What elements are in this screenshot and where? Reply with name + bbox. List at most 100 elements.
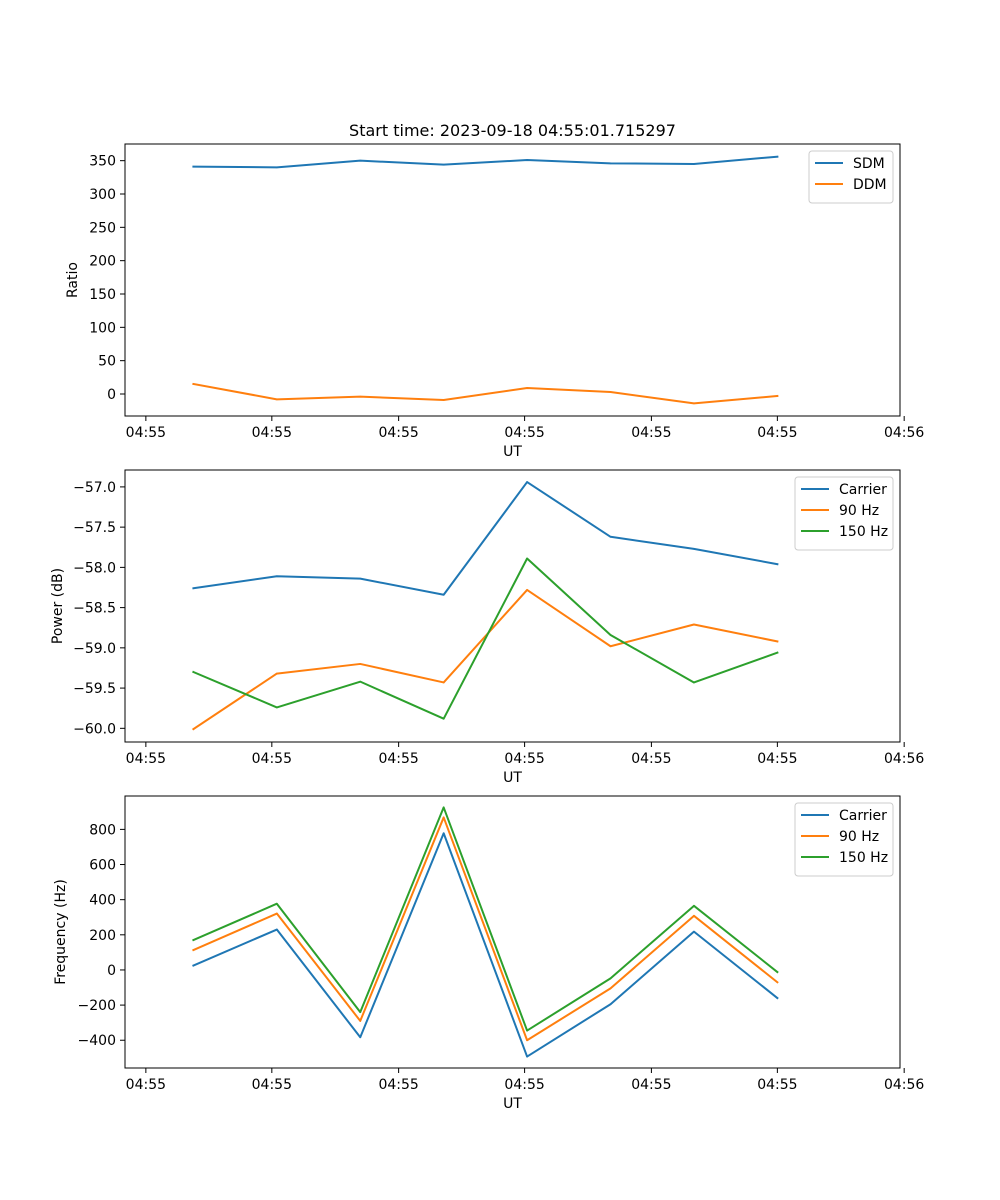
data-point bbox=[609, 162, 612, 165]
x-tick-label: 04:55 bbox=[252, 751, 292, 767]
data-point bbox=[693, 163, 695, 165]
x-tick-label: 04:56 bbox=[884, 425, 924, 441]
series-line-ddm bbox=[192, 382, 779, 405]
data-point bbox=[359, 577, 362, 580]
legend-label: Carrier bbox=[839, 808, 887, 824]
data-point bbox=[442, 681, 445, 684]
data-point bbox=[192, 383, 195, 385]
data-point bbox=[276, 902, 278, 905]
data-point bbox=[442, 717, 445, 720]
data-point bbox=[526, 1055, 528, 1058]
data-point bbox=[609, 987, 612, 990]
y-tick-label: 150 bbox=[89, 287, 116, 303]
data-point bbox=[276, 672, 278, 675]
data-point bbox=[442, 832, 445, 835]
data-point bbox=[526, 159, 528, 161]
x-tick-label: 04:55 bbox=[252, 425, 292, 441]
data-point bbox=[776, 563, 779, 565]
x-tick-label: 04:55 bbox=[126, 1077, 166, 1093]
plot-area-frame bbox=[124, 795, 901, 1069]
chart-panel-2: 04:55 04:55 04:55 04:55 04:55 04:55 04:56 −60.0… bbox=[50, 469, 924, 786]
data-point bbox=[442, 163, 445, 166]
x-tick-label: 04:55 bbox=[631, 751, 671, 767]
figure-title: Start time: 2023-09-18 04:55:01.715297 bbox=[349, 121, 676, 140]
x-tick-label: 04:56 bbox=[884, 1077, 924, 1093]
x-tick-label: 04:55 bbox=[252, 1077, 292, 1093]
y-tick-label: 300 bbox=[89, 187, 116, 203]
chart-panel-3: 04:55 04:55 04:55 04:55 04:55 04:55 04:56 −400 −… bbox=[53, 795, 924, 1112]
data-point bbox=[359, 395, 362, 398]
y-tick-label: 200 bbox=[89, 254, 116, 270]
data-point bbox=[359, 680, 362, 683]
data-point bbox=[276, 912, 278, 915]
data-point bbox=[442, 399, 445, 401]
series-line-150-hz bbox=[192, 557, 779, 720]
x-tick-label: 04:55 bbox=[126, 425, 166, 441]
y-tick-label: 200 bbox=[89, 928, 116, 944]
data-point bbox=[192, 587, 195, 590]
data-point bbox=[693, 905, 695, 907]
y-tick-label: 50 bbox=[98, 354, 116, 370]
data-point bbox=[526, 1029, 528, 1032]
series-line-90-hz bbox=[192, 816, 779, 1042]
data-point bbox=[609, 977, 612, 980]
legend-label: SDM bbox=[853, 156, 885, 172]
x-tick-label: 04:55 bbox=[378, 1077, 418, 1093]
legend: Carrier 90 Hz 150 Hz bbox=[794, 476, 894, 551]
data-point bbox=[442, 816, 445, 819]
series-line-sdm bbox=[192, 155, 779, 169]
series-line-90-hz bbox=[192, 588, 779, 731]
x-tick-label: 04:55 bbox=[631, 425, 671, 441]
x-tick-label: 04:55 bbox=[378, 425, 418, 441]
data-point bbox=[526, 387, 528, 389]
data-point bbox=[276, 166, 278, 169]
y-tick-label: −60.0 bbox=[73, 721, 116, 737]
y-axis-label: Power (dB) bbox=[50, 568, 66, 644]
legend-label: Carrier bbox=[839, 482, 887, 498]
data-point bbox=[609, 634, 612, 636]
data-point bbox=[276, 575, 278, 578]
legend-label: 150 Hz bbox=[839, 850, 888, 866]
data-point bbox=[192, 939, 195, 941]
series-line-carrier bbox=[192, 832, 779, 1058]
x-tick-label: 04:55 bbox=[378, 751, 418, 767]
y-tick-label: −58.0 bbox=[73, 560, 116, 576]
x-tick-label: 04:55 bbox=[757, 751, 797, 767]
data-point bbox=[192, 728, 195, 730]
y-tick-label: 400 bbox=[89, 893, 116, 909]
data-point bbox=[192, 964, 195, 967]
data-point bbox=[359, 1020, 362, 1022]
data-point bbox=[276, 398, 278, 401]
data-point bbox=[276, 928, 278, 931]
data-point bbox=[526, 557, 528, 560]
plot-area-frame bbox=[124, 469, 901, 743]
data-point bbox=[609, 535, 612, 538]
data-point bbox=[693, 681, 695, 684]
data-point bbox=[609, 391, 612, 393]
x-axis-label: UT bbox=[503, 1096, 522, 1112]
data-point bbox=[359, 663, 362, 665]
x-tick-label: 04:55 bbox=[504, 1077, 544, 1093]
legend-label: 90 Hz bbox=[839, 503, 879, 519]
data-point bbox=[442, 806, 445, 809]
data-point bbox=[776, 981, 779, 984]
data-point bbox=[359, 1036, 362, 1039]
data-point bbox=[776, 640, 779, 643]
data-point bbox=[693, 402, 695, 405]
x-axis-label: UT bbox=[503, 770, 522, 786]
x-tick-label: 04:55 bbox=[757, 1077, 797, 1093]
y-axis-label: Ratio bbox=[65, 262, 81, 298]
y-axis-label: Frequency (Hz) bbox=[53, 879, 69, 985]
legend-label: DDM bbox=[853, 177, 887, 193]
x-tick-label: 04:55 bbox=[631, 1077, 671, 1093]
legend: Carrier 90 Hz 150 Hz bbox=[794, 802, 894, 877]
y-tick-label: −57.0 bbox=[73, 480, 116, 496]
y-tick-label: 350 bbox=[89, 154, 116, 170]
data-point bbox=[442, 593, 445, 596]
x-tick-label: 04:55 bbox=[757, 425, 797, 441]
y-tick-label: 600 bbox=[89, 858, 116, 874]
data-point bbox=[609, 645, 612, 648]
y-tick-label: 0 bbox=[107, 387, 116, 403]
y-tick-label: −59.0 bbox=[73, 641, 116, 657]
